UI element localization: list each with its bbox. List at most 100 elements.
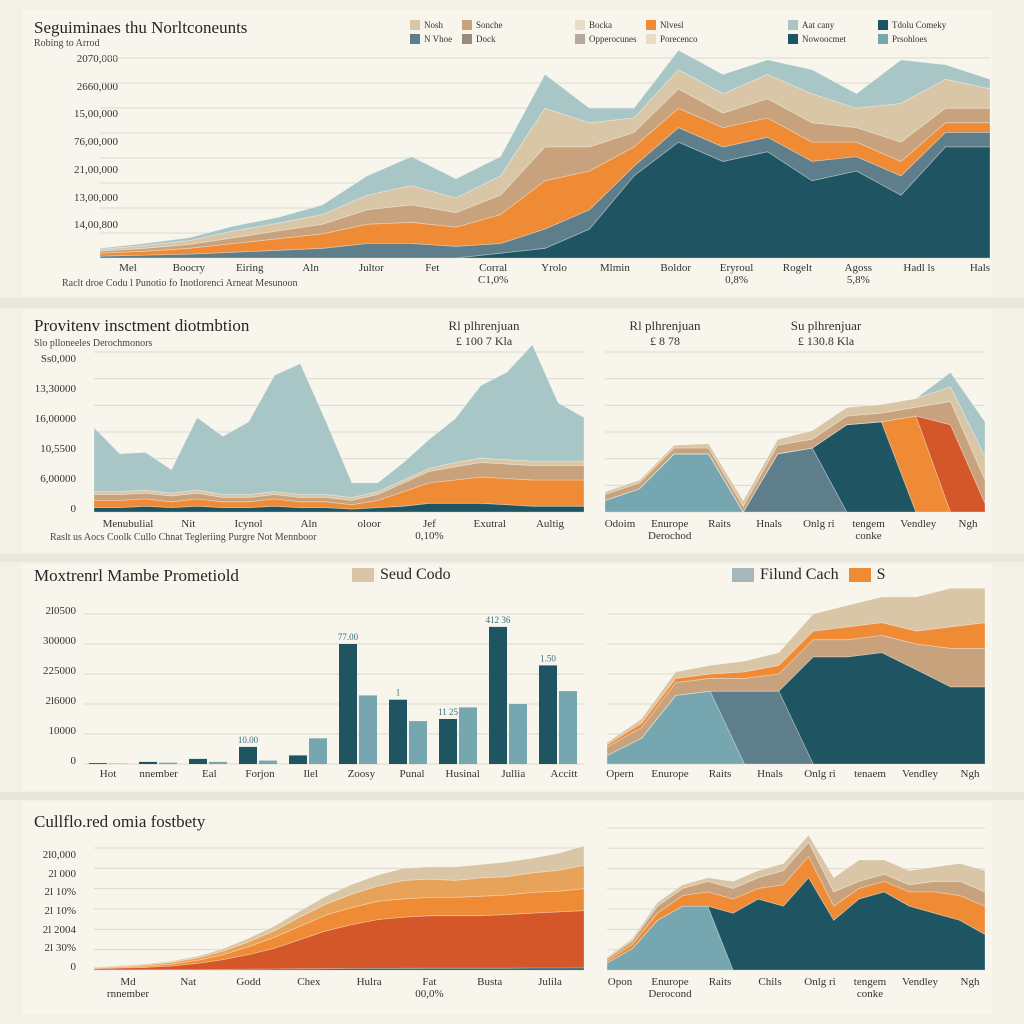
bar-data-label: 1.50	[540, 653, 556, 663]
legend-label: Opperocunes	[589, 34, 637, 44]
chart1-legend-item: Nowoocmet	[788, 34, 846, 44]
chart3-right-series-sand	[606, 587, 986, 746]
x-tick-label: Onlg ri	[804, 976, 836, 988]
x-tick-sublabel: rnnember	[106, 988, 150, 1000]
x-tick-label: Aln	[302, 262, 319, 274]
legend-swatch	[646, 20, 656, 30]
x-tick-label: Forjon	[245, 768, 275, 780]
legend-swatch	[878, 34, 888, 44]
legend-swatch	[788, 34, 798, 44]
x-tick-label: Fet	[425, 262, 440, 274]
chart2-left-series-orange	[93, 476, 585, 510]
bar-light	[209, 761, 227, 764]
annotation-label: Su plhrenjuar	[790, 318, 862, 333]
chart1-legend-item: Sonche	[462, 20, 503, 30]
bar-dark	[89, 763, 107, 764]
x-tick-label: Vendley	[900, 518, 937, 530]
bar-dark	[539, 665, 557, 764]
y-tick-label: 2l 2004	[42, 923, 76, 936]
chart2-left-series-teal	[93, 502, 585, 513]
legend-label: Bocka	[589, 20, 612, 30]
annotation-value: £ 8 78	[650, 334, 680, 348]
bar-light	[359, 695, 377, 764]
chart2-title: Provitenv insctment diotmbtion	[34, 316, 250, 335]
chart2-right-series-orange	[604, 415, 985, 513]
x-tick-label: Hadl ls	[903, 262, 935, 274]
x-tick-sublabel: Derocond	[648, 988, 692, 1000]
x-tick-label: Hnals	[757, 768, 783, 780]
x-tick-label: Onlg ri	[803, 518, 835, 530]
x-tick-sublabel: C1,0%	[478, 274, 509, 286]
x-tick-label: Hulra	[356, 976, 382, 988]
y-tick-label: 10,5500	[40, 443, 76, 455]
x-tick-label: Enurope	[651, 976, 689, 988]
x-tick-label: Accitt	[550, 768, 578, 780]
chart1-legend-item: N Vhoe	[410, 34, 452, 44]
bar-light	[309, 738, 327, 764]
chart2-left-plot	[93, 343, 585, 513]
x-tick-label: Nat	[180, 976, 197, 988]
chart2-right-series-teal-dark	[604, 421, 985, 513]
y-tick-label: 2l6000	[45, 695, 76, 707]
legend-label: Dock	[476, 34, 496, 44]
bar-data-label: 412 36	[486, 615, 511, 625]
bar-light	[509, 704, 527, 764]
chart2-right-plot	[604, 351, 986, 513]
bar-light	[259, 760, 277, 764]
bar-dark	[239, 746, 257, 764]
bar-dark	[139, 761, 157, 764]
chart1-legend-item: Dock	[462, 34, 496, 44]
chart4-left-series-peach	[93, 864, 585, 969]
x-tick-label: Ngh	[960, 976, 980, 988]
x-tick-label: Ngh	[958, 518, 978, 530]
chart1-title: Seguiminaes thu Norltconeunts	[34, 18, 248, 37]
legend-swatch	[788, 20, 798, 30]
x-tick-label: Ngh	[960, 768, 980, 780]
y-tick-label: 13,30000	[34, 383, 76, 395]
x-tick-label: Husinal	[445, 768, 480, 780]
y-tick-label: 15,00,000	[74, 108, 118, 121]
separator-1	[0, 298, 1024, 308]
bar-dark	[189, 758, 207, 764]
x-tick-label: Corral	[479, 262, 508, 274]
x-tick-label: Raits	[708, 518, 731, 530]
legend-label: Seud Codo	[380, 566, 451, 583]
x-tick-label: Mel	[119, 262, 137, 274]
chart2-right-series-sand	[604, 386, 986, 507]
bar-light	[409, 721, 427, 764]
x-tick-sublabel: 0,8%	[725, 274, 749, 286]
bar-dark	[389, 699, 407, 764]
chart1-footnote: Raclt droe Codu l Punotio fo Inotlorenci…	[62, 278, 298, 289]
bar-dark	[339, 644, 357, 764]
chart2-left-series-mist	[93, 343, 585, 498]
y-tick-label: 2l 10%	[44, 886, 76, 899]
x-tick-label: Punal	[399, 768, 425, 780]
chart3-legend-item-1: Seud Codo	[352, 566, 451, 584]
x-tick-label: Menubulial	[102, 518, 154, 530]
x-tick-label: Eal	[201, 768, 217, 780]
x-tick-label: Jultor	[358, 262, 384, 274]
chart1-legend-item: Aat cany	[788, 20, 834, 30]
bar-dark	[289, 755, 307, 764]
x-tick-label: Opon	[607, 976, 633, 988]
x-tick-label: Fat	[422, 976, 437, 988]
chart2-right-series-slate	[604, 447, 985, 513]
y-tick-label: 14,00,800	[74, 219, 118, 232]
chart4-right-plot	[606, 827, 986, 971]
legend-label: Nowoocmet	[802, 34, 846, 44]
x-tick-sublabel: 5,8%	[846, 274, 870, 286]
legend-label: Filund Cach	[760, 566, 839, 583]
chart4-title: Cullflo.red omia fostbety	[34, 812, 206, 831]
chart1-legend-item: Porecenco	[646, 34, 697, 44]
y-tick-label: 225000	[43, 665, 76, 677]
y-tick-label: 10000	[48, 725, 77, 737]
legend-label: N Vhoe	[424, 34, 453, 44]
x-tick-label: Hals	[969, 262, 991, 274]
legend-swatch	[410, 20, 420, 30]
legend-label: Nosh	[424, 20, 444, 30]
x-tick-label: Icynol	[234, 518, 263, 530]
y-tick-label: 0	[70, 503, 77, 515]
chart3-title: Moxtrenrl Mambe Prometiold	[34, 566, 239, 585]
legend-swatch	[410, 34, 420, 44]
x-tick-label: Jef	[423, 518, 436, 530]
